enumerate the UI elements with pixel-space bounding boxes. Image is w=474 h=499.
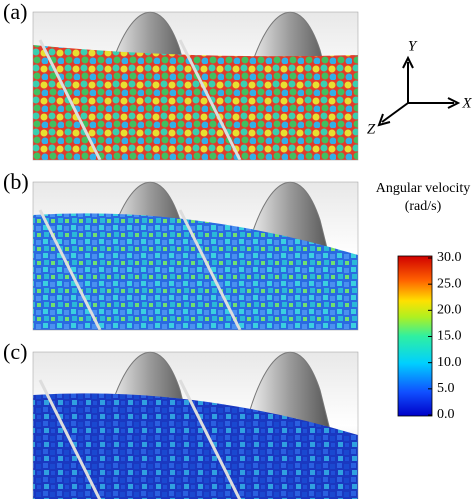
colorbar-tick-label: 25.0 [437, 276, 462, 291]
arrowhead [402, 55, 414, 69]
colorbar-tick-label: 10.0 [437, 355, 462, 370]
colorbar-tick-label: 5.0 [437, 381, 455, 396]
panel-frame [32, 351, 359, 499]
blade-edge [178, 209, 242, 331]
colorbar-tick-label: 30.0 [437, 250, 462, 265]
blade-edge [38, 39, 102, 161]
simulation-panel: (c) [3, 339, 359, 499]
colorbar-unit: (rad/s) [405, 199, 442, 214]
blade-edge [178, 379, 242, 499]
panel-frame [32, 181, 359, 331]
panel-label: (b) [3, 169, 29, 194]
particles [33, 45, 358, 160]
arrowhead [377, 113, 391, 127]
panel-frame [32, 11, 359, 161]
colorbar-tick-label: 15.0 [437, 329, 462, 344]
z-arrow [381, 102, 409, 123]
colorbar-tick-label: 20.0 [437, 303, 462, 318]
colorbar [397, 255, 433, 417]
panels: (a) (b) (c) [3, 0, 359, 499]
simulation-panel: (a) [3, 0, 359, 161]
axis-label: Y [408, 38, 418, 54]
panel-label: (a) [3, 0, 27, 24]
particles [33, 213, 358, 330]
panel-label: (c) [3, 339, 27, 364]
axis-label: X [461, 95, 472, 111]
arrowhead [447, 97, 461, 109]
colorbar-tick-label: 0.0 [437, 407, 455, 422]
blade-edge [38, 209, 102, 331]
colorbar-title: Angular velocity [376, 181, 470, 196]
axis-triad [377, 55, 461, 127]
blade-edge [178, 39, 242, 161]
simulation-panel: (b) [3, 169, 359, 331]
axis-label: Z [367, 121, 376, 137]
particles [33, 393, 358, 499]
blade-edge [38, 379, 102, 499]
